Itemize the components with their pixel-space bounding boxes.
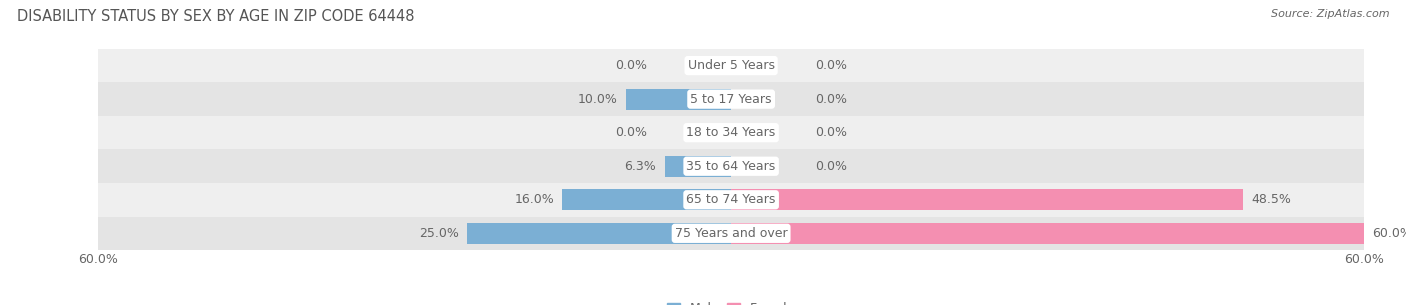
Text: 0.0%: 0.0%: [614, 59, 647, 72]
Text: Source: ZipAtlas.com: Source: ZipAtlas.com: [1271, 9, 1389, 19]
Text: 75 Years and over: 75 Years and over: [675, 227, 787, 240]
Bar: [665, 156, 731, 177]
Text: 5 to 17 Years: 5 to 17 Years: [690, 93, 772, 106]
Text: 18 to 34 Years: 18 to 34 Years: [686, 126, 776, 139]
Text: 0.0%: 0.0%: [815, 126, 848, 139]
Text: 10.0%: 10.0%: [578, 93, 617, 106]
Text: 16.0%: 16.0%: [515, 193, 554, 206]
Bar: [731, 223, 1364, 244]
Text: 0.0%: 0.0%: [815, 160, 848, 173]
Bar: [98, 49, 1364, 82]
Text: 0.0%: 0.0%: [815, 59, 848, 72]
Bar: [98, 82, 1364, 116]
Text: DISABILITY STATUS BY SEX BY AGE IN ZIP CODE 64448: DISABILITY STATUS BY SEX BY AGE IN ZIP C…: [17, 9, 415, 24]
Bar: [98, 183, 1364, 217]
Text: Under 5 Years: Under 5 Years: [688, 59, 775, 72]
Text: 48.5%: 48.5%: [1251, 193, 1291, 206]
Bar: [98, 217, 1364, 250]
Text: 0.0%: 0.0%: [815, 93, 848, 106]
Bar: [98, 149, 1364, 183]
Bar: [98, 116, 1364, 149]
Bar: [562, 189, 731, 210]
Text: 60.0%: 60.0%: [1372, 227, 1406, 240]
Text: 0.0%: 0.0%: [614, 126, 647, 139]
Bar: [467, 223, 731, 244]
Text: 6.3%: 6.3%: [624, 160, 657, 173]
Bar: [626, 89, 731, 109]
Text: 65 to 74 Years: 65 to 74 Years: [686, 193, 776, 206]
Legend: Male, Female: Male, Female: [662, 297, 800, 305]
Bar: [731, 189, 1243, 210]
Text: 25.0%: 25.0%: [419, 227, 458, 240]
Text: 35 to 64 Years: 35 to 64 Years: [686, 160, 776, 173]
